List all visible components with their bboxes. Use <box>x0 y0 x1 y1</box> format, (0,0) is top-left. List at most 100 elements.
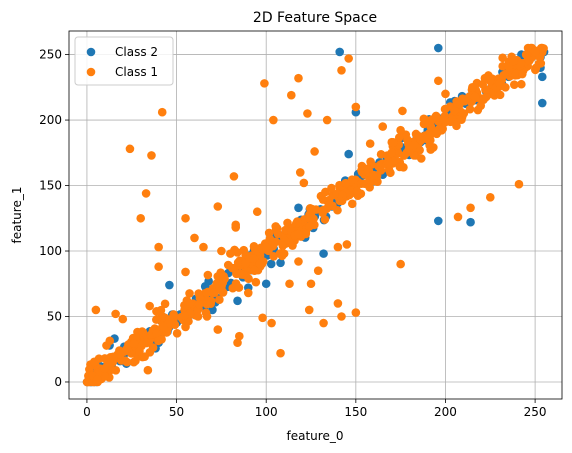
data-point <box>306 279 316 289</box>
x-tick-label: 250 <box>524 405 547 419</box>
y-tick-label: 250 <box>39 48 62 62</box>
data-point <box>498 53 507 63</box>
legend: Class 2 Class 1 <box>74 36 174 86</box>
data-point <box>279 249 289 258</box>
data-point <box>351 308 361 317</box>
data-point <box>321 187 330 197</box>
data-point <box>318 195 328 204</box>
data-point <box>276 348 285 358</box>
data-point <box>199 242 208 252</box>
data-point <box>389 138 398 147</box>
data-point <box>335 47 345 57</box>
data-point <box>453 212 463 222</box>
data-point <box>141 189 151 198</box>
data-point <box>288 241 297 250</box>
data-point <box>409 140 419 150</box>
data-point <box>434 76 443 86</box>
data-point <box>260 79 269 88</box>
data-point <box>450 106 459 116</box>
data-point <box>140 352 149 361</box>
data-point <box>466 203 475 213</box>
data-point <box>344 149 353 159</box>
data-point <box>351 102 361 112</box>
data-point <box>271 237 281 247</box>
data-point <box>185 289 194 298</box>
x-tick-label: 100 <box>255 405 278 419</box>
data-point <box>333 242 343 252</box>
x-tick-label: 150 <box>344 405 367 419</box>
data-point <box>504 62 514 72</box>
data-point <box>138 328 148 337</box>
data-point <box>287 90 296 100</box>
data-point <box>416 154 426 163</box>
data-point <box>278 241 288 250</box>
data-point <box>180 311 189 320</box>
data-point <box>136 213 146 223</box>
data-point <box>195 293 205 303</box>
data-point <box>394 133 404 142</box>
data-point <box>516 58 525 68</box>
x-axis-label: feature_0 <box>287 429 344 443</box>
data-point <box>369 170 379 180</box>
data-point <box>308 214 318 224</box>
data-point <box>129 339 139 348</box>
data-point <box>285 279 294 289</box>
y-tick-label: 50 <box>47 309 62 323</box>
data-point <box>396 125 405 135</box>
data-point <box>501 83 510 92</box>
data-point <box>269 251 279 261</box>
data-point <box>135 347 144 356</box>
data-point <box>267 318 276 328</box>
data-point <box>217 246 226 256</box>
data-point <box>365 183 374 192</box>
data-point <box>148 343 158 352</box>
data-point <box>337 312 346 321</box>
data-point <box>193 312 203 321</box>
data-point <box>337 65 346 75</box>
data-point <box>319 318 328 328</box>
data-point <box>172 329 182 338</box>
data-point <box>452 121 461 131</box>
plot-frame <box>68 30 563 400</box>
data-point <box>152 329 162 338</box>
data-point <box>509 56 518 66</box>
data-point <box>165 280 174 290</box>
data-point <box>396 259 405 269</box>
data-point <box>468 83 477 92</box>
data-point <box>111 366 121 375</box>
data-point <box>125 144 135 154</box>
x-tick-label: 0 <box>83 405 91 419</box>
legend-box <box>74 36 174 86</box>
data-point <box>154 262 163 272</box>
data-point <box>365 139 375 148</box>
legend-label: Class 2 <box>115 45 158 59</box>
data-point <box>335 196 345 206</box>
data-point <box>366 157 375 167</box>
data-point <box>319 249 328 258</box>
data-point <box>305 222 314 231</box>
data-point <box>147 151 156 160</box>
data-point <box>517 79 526 89</box>
data-point <box>460 96 470 106</box>
data-point <box>154 336 163 346</box>
data-point <box>342 240 352 249</box>
data-point <box>509 80 519 89</box>
data-point <box>395 162 405 172</box>
data-point <box>241 259 250 269</box>
data-point <box>122 357 132 367</box>
data-point <box>202 288 212 298</box>
data-point <box>266 259 276 269</box>
data-point <box>299 178 309 188</box>
data-point <box>212 279 221 288</box>
data-point <box>322 115 332 125</box>
data-point <box>537 98 547 108</box>
data-point <box>226 249 235 258</box>
data-point <box>93 375 102 384</box>
series-2 <box>82 43 548 387</box>
data-point <box>100 354 110 363</box>
data-point <box>514 179 524 189</box>
data-point <box>249 241 259 251</box>
legend-label: Class 1 <box>115 65 158 79</box>
data-point <box>243 288 253 298</box>
data-point <box>479 95 488 104</box>
